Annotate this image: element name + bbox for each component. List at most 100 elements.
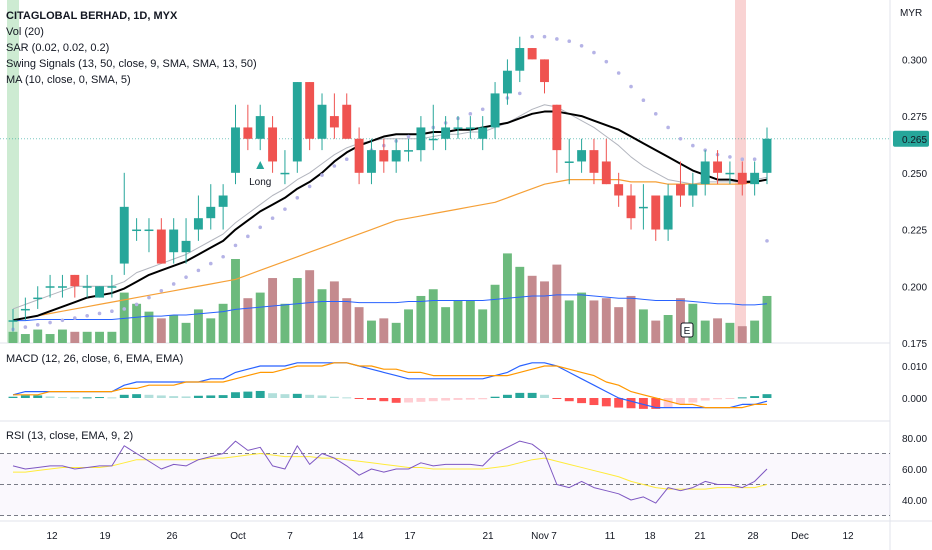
legend-ma: MA (10, close, 0, SMA, 5) <box>6 74 131 86</box>
price-tick-label: 0.300 <box>902 55 927 66</box>
date-tick-label: 19 <box>99 531 111 542</box>
last-price-label: 0.265 <box>902 135 927 146</box>
macd-histogram-bar <box>292 393 302 398</box>
volume-bar <box>651 320 661 343</box>
sar-dot <box>97 311 102 316</box>
sar-dot <box>406 134 411 139</box>
volume-bar <box>490 284 500 343</box>
macd-histogram-bar <box>540 394 549 398</box>
candle-body <box>725 172 735 175</box>
macd-histogram-bar <box>33 395 43 398</box>
volume-bar <box>391 322 401 343</box>
candle-body <box>354 138 364 173</box>
candle-body <box>132 229 142 232</box>
sar-dot <box>616 71 621 75</box>
sar-dot <box>332 164 337 168</box>
earnings-badge-label: E <box>684 326 691 337</box>
volume-bar <box>552 264 562 343</box>
price-tick-label: 0.225 <box>902 226 927 237</box>
sar-dot <box>208 261 213 266</box>
volume-bar <box>57 329 67 343</box>
highlight-band-right <box>735 0 746 343</box>
candle-body <box>268 127 278 162</box>
candle-body <box>441 127 451 139</box>
volume-bar <box>45 334 55 343</box>
macd-histogram-bar <box>404 398 413 403</box>
candle-body <box>700 161 710 185</box>
volume-bar <box>676 298 685 343</box>
candle-body <box>8 320 18 322</box>
signal-markers: Long E <box>249 161 694 338</box>
macd-histogram-bar <box>317 395 327 398</box>
price-tick-label: 0.175 <box>902 339 927 350</box>
candle-body <box>20 308 30 311</box>
sar-dot <box>542 34 547 39</box>
volume-bar <box>255 292 265 343</box>
sar-dot <box>233 243 238 248</box>
sar-dot <box>295 195 300 200</box>
date-tick-label: 26 <box>166 531 178 542</box>
macd-histogram-bar <box>169 396 179 398</box>
earnings-icon <box>680 322 694 338</box>
chart-legend: CITAGLOBAL BERHAD, 1D, MYX Vol (20) SAR … <box>6 8 257 88</box>
candle-body <box>231 127 240 173</box>
macd-histogram-bar <box>725 398 735 399</box>
candle-body <box>144 229 154 232</box>
volume-bar <box>367 320 376 343</box>
macd-histogram-bar <box>367 398 376 400</box>
sar-dot <box>196 268 201 273</box>
macd-histogram-bar <box>95 397 104 399</box>
macd-histogram-bar <box>231 392 240 398</box>
sar-dot <box>171 282 176 286</box>
sar-dot <box>468 112 473 116</box>
volume-bar <box>737 326 747 343</box>
candle-body <box>391 150 401 162</box>
candle-body <box>540 59 549 83</box>
volume-bar <box>206 318 216 343</box>
volume-bar <box>268 278 278 343</box>
date-tick-label: 21 <box>694 531 706 542</box>
sar-dot <box>678 136 683 141</box>
macd-tick-label: 0.010 <box>902 362 927 373</box>
date-tick-label: 28 <box>747 531 759 542</box>
sar-dot <box>134 302 139 307</box>
sar-dot <box>344 157 349 161</box>
macd-histogram-bar <box>626 398 636 409</box>
macd-histogram-bar <box>502 394 512 398</box>
macd-histogram-bar <box>144 394 154 398</box>
volume-bar <box>181 322 191 343</box>
macd-histogram-bar <box>280 394 290 398</box>
candle-body <box>57 286 67 288</box>
sar-dot <box>35 323 40 327</box>
candle-body <box>329 116 339 128</box>
candle-body <box>404 150 413 152</box>
sar-dot <box>641 98 646 103</box>
date-tick-label: 11 <box>605 531 616 542</box>
sar-dot <box>23 325 28 329</box>
sar-dot <box>530 34 534 39</box>
macd-signal-line <box>13 362 767 409</box>
volume-bar <box>169 315 179 343</box>
volume-bar <box>95 331 104 343</box>
volume-bar <box>478 309 488 343</box>
volume-bar <box>193 309 203 343</box>
candle-body <box>107 286 117 288</box>
candle-body <box>416 127 426 151</box>
sar-dot <box>752 157 757 161</box>
volume-bar <box>33 329 43 343</box>
last-price-tag <box>893 130 929 147</box>
volume-bar <box>82 331 92 343</box>
volume-bar <box>762 295 772 343</box>
volume-bar <box>404 309 413 343</box>
volume-bar <box>342 298 352 343</box>
macd-histogram-bar <box>663 398 673 408</box>
sar-dot <box>48 320 52 325</box>
date-tick-label: 7 <box>551 531 557 542</box>
macd-tick-label: 0.000 <box>902 394 927 405</box>
sar-dot <box>320 173 324 177</box>
macd-histogram-bar <box>193 395 203 398</box>
sar-dot <box>604 59 609 64</box>
volume-bar <box>329 281 339 343</box>
